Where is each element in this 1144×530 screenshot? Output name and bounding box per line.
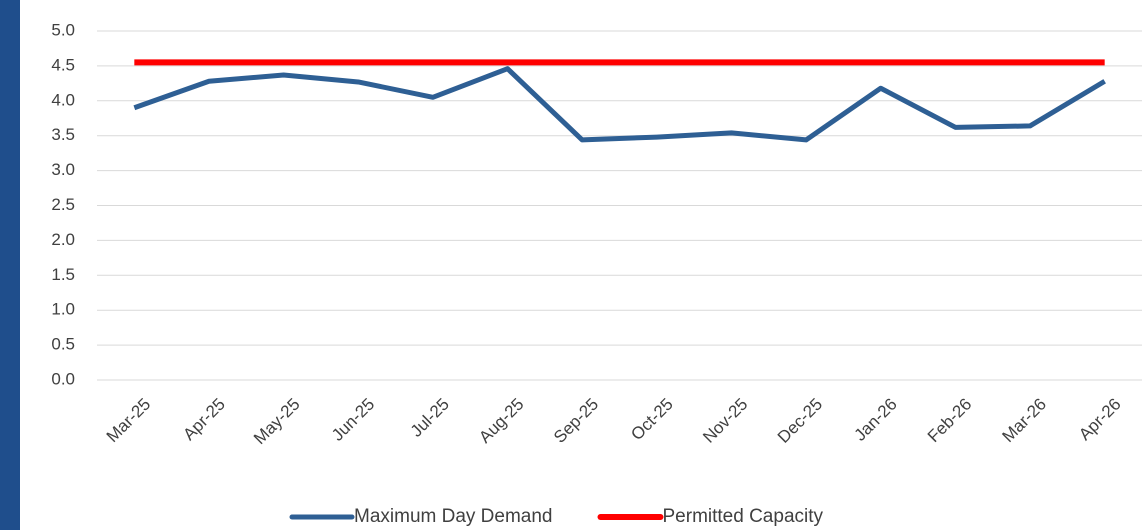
x-tick-label: Mar-26 bbox=[999, 395, 1051, 447]
x-tick-label: Jun-25 bbox=[328, 395, 378, 445]
x-tick-label: Dec-25 bbox=[774, 395, 826, 447]
y-tick-label: 3.0 bbox=[51, 160, 75, 179]
y-tick-label: 3.5 bbox=[51, 125, 75, 144]
x-tick-label: Apr-25 bbox=[179, 395, 229, 445]
y-tick-label: 4.5 bbox=[51, 55, 75, 74]
x-tick-label: May-25 bbox=[250, 395, 304, 449]
side-band bbox=[0, 0, 20, 530]
legend-label: Maximum Day Demand bbox=[354, 506, 553, 527]
x-tick-label: Nov-25 bbox=[699, 395, 751, 447]
x-tick-label: Jul-25 bbox=[407, 395, 453, 441]
y-tick-label: 4.0 bbox=[51, 90, 75, 109]
y-tick-label: 5.0 bbox=[51, 20, 75, 39]
y-tick-label: 1.0 bbox=[51, 300, 75, 319]
y-tick-label: 1.5 bbox=[51, 265, 75, 284]
x-tick-label: Apr-26 bbox=[1075, 395, 1125, 445]
y-tick-label: 0.0 bbox=[51, 369, 75, 388]
y-tick-label: 2.0 bbox=[51, 230, 75, 249]
series-line bbox=[133, 66, 1106, 143]
y-tick-label: 2.5 bbox=[51, 195, 75, 214]
y-tick-label: 0.5 bbox=[51, 335, 75, 354]
x-tick-label: Aug-25 bbox=[475, 395, 527, 447]
x-tick-label: Sep-25 bbox=[550, 395, 602, 447]
x-tick-label: Feb-26 bbox=[924, 395, 976, 447]
x-tick-label: Mar-25 bbox=[103, 395, 155, 447]
legend-label: Permitted Capacity bbox=[663, 506, 824, 527]
x-tick-label: Jan-26 bbox=[851, 395, 901, 445]
x-tick-label: Oct-25 bbox=[627, 395, 677, 445]
